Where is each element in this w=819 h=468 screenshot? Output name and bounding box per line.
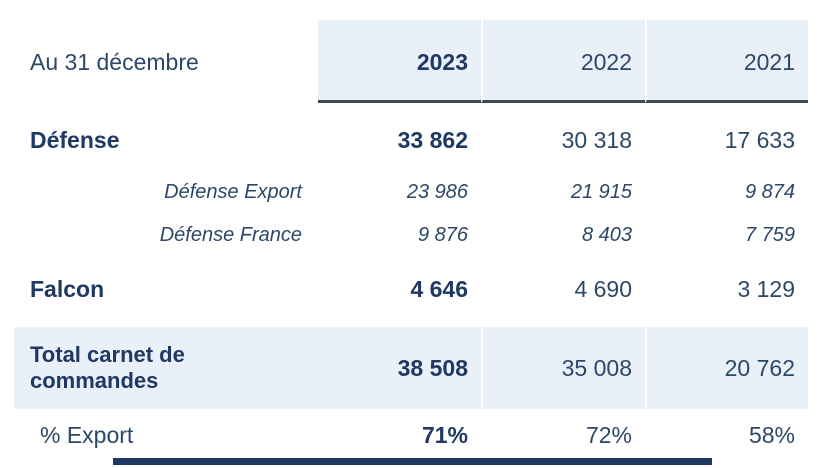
table-row-pct-export: % Export 71% 72% 58% (14, 409, 808, 462)
row-defense-value-2021: 17 633 (724, 126, 795, 153)
row-defense-france-label: Défense France (159, 224, 302, 246)
row-defense-france-value-2023: 9 876 (417, 224, 468, 246)
table-row-falcon: Falcon 4 646 4 690 3 129 (14, 257, 808, 321)
row-defense-france-value-2022: 8 403 (581, 224, 632, 246)
row-falcon-label: Falcon (30, 275, 105, 302)
row-total-value-2022: 35 008 (481, 327, 645, 409)
row-defense-export-label: Défense Export (164, 181, 302, 203)
table-row-total: Total carnet de commandes 38 508 35 008 … (14, 327, 808, 409)
row-pct-export-value-2022: 72% (585, 422, 632, 448)
table-header-row: Au 31 décembre 2023 2022 2021 (14, 20, 808, 103)
row-total-label-text: Total carnet de commandes (30, 342, 185, 393)
year-header-2022: 2022 (481, 20, 645, 103)
row-falcon-value-2021: 3 129 (737, 275, 795, 302)
row-defense-france-value-2021: 7 759 (744, 224, 795, 246)
row-falcon-value-2022: 4 690 (574, 275, 632, 302)
table-row-defense-export: Défense Export 23 986 21 915 9 874 (14, 171, 808, 214)
row-falcon-value-2023: 4 646 (410, 275, 468, 302)
row-total-value-2023: 38 508 (318, 327, 481, 409)
row-defense-export-value-2022: 21 915 (570, 181, 632, 203)
year-header-2021: 2021 (645, 20, 808, 103)
table-row-defense: Défense 33 862 30 318 17 633 (14, 109, 808, 171)
bottom-rule (113, 458, 712, 465)
table-row-defense-france: Défense France 9 876 8 403 7 759 (14, 214, 808, 257)
row-defense-value-2023: 33 862 (397, 126, 468, 153)
row-total-value-2021: 20 762 (645, 327, 808, 409)
year-header-2023: 2023 (318, 20, 481, 103)
row-pct-export-value-2023: 71% (421, 422, 468, 448)
row-defense-label: Défense (30, 126, 120, 153)
row-pct-export-label: % Export (40, 422, 134, 448)
row-pct-export-value-2021: 58% (748, 422, 795, 448)
row-total-label: Total carnet de commandes (14, 327, 318, 409)
table-caption: Au 31 décembre (30, 48, 199, 75)
row-defense-value-2022: 30 318 (561, 126, 632, 153)
row-defense-export-value-2021: 9 874 (744, 181, 795, 203)
row-defense-export-value-2023: 23 986 (406, 181, 468, 203)
